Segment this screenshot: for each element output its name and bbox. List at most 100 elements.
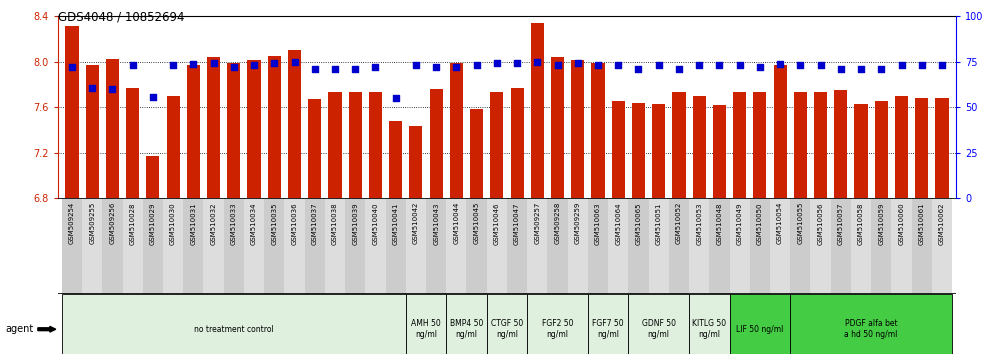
Bar bbox=[895, 96, 908, 198]
Bar bbox=[652, 104, 665, 198]
Bar bbox=[103, 198, 123, 294]
Bar bbox=[851, 198, 872, 294]
Point bbox=[144, 94, 160, 100]
Bar bbox=[446, 198, 466, 294]
Text: LIF 50 ng/ml: LIF 50 ng/ml bbox=[736, 325, 784, 334]
Text: GSM510064: GSM510064 bbox=[616, 202, 622, 245]
Bar bbox=[285, 198, 305, 294]
Point bbox=[469, 62, 485, 68]
Text: GSM510060: GSM510060 bbox=[898, 202, 904, 245]
Point bbox=[246, 62, 262, 68]
Point bbox=[348, 67, 364, 72]
Bar bbox=[349, 92, 362, 198]
Point bbox=[428, 64, 444, 70]
Text: GSM510058: GSM510058 bbox=[859, 202, 865, 245]
Text: GSM509256: GSM509256 bbox=[110, 202, 116, 245]
Bar bbox=[106, 59, 119, 198]
Bar bbox=[227, 63, 240, 198]
Bar bbox=[609, 198, 628, 294]
Bar bbox=[612, 101, 624, 198]
Bar bbox=[345, 198, 366, 294]
Text: GSM510031: GSM510031 bbox=[190, 202, 196, 245]
Point bbox=[387, 95, 403, 101]
Text: GSM510051: GSM510051 bbox=[655, 202, 661, 245]
Bar bbox=[588, 198, 609, 294]
Point bbox=[529, 59, 545, 64]
Bar bbox=[62, 198, 82, 294]
Point bbox=[671, 67, 687, 72]
Bar bbox=[62, 294, 405, 354]
Text: GSM510042: GSM510042 bbox=[413, 202, 419, 245]
Bar bbox=[207, 57, 220, 198]
Point bbox=[408, 62, 424, 68]
Text: FGF2 50
ng/ml: FGF2 50 ng/ml bbox=[542, 319, 574, 339]
Bar bbox=[713, 105, 726, 198]
Bar bbox=[874, 101, 887, 198]
Point bbox=[813, 62, 829, 68]
Bar bbox=[490, 92, 503, 198]
Text: GSM510059: GSM510059 bbox=[878, 202, 884, 245]
Point bbox=[509, 60, 525, 65]
Bar bbox=[855, 104, 868, 198]
Text: GSM510057: GSM510057 bbox=[838, 202, 844, 245]
Text: GSM510062: GSM510062 bbox=[939, 202, 945, 245]
Bar bbox=[672, 92, 685, 198]
Text: GSM510034: GSM510034 bbox=[251, 202, 257, 245]
Text: agent: agent bbox=[5, 324, 33, 334]
Text: no treatment control: no treatment control bbox=[194, 325, 274, 334]
Point bbox=[307, 67, 323, 72]
Bar bbox=[790, 198, 811, 294]
Bar bbox=[405, 294, 446, 354]
Point bbox=[327, 67, 343, 72]
Text: GSM510037: GSM510037 bbox=[312, 202, 318, 245]
Bar bbox=[487, 198, 507, 294]
Text: GSM510050: GSM510050 bbox=[757, 202, 763, 245]
Point bbox=[570, 60, 586, 65]
Bar bbox=[487, 294, 527, 354]
Point bbox=[124, 62, 140, 68]
Text: GSM509257: GSM509257 bbox=[534, 202, 540, 245]
Bar bbox=[835, 90, 848, 198]
Point bbox=[448, 64, 464, 70]
Bar bbox=[426, 198, 446, 294]
Bar bbox=[268, 56, 281, 198]
Bar bbox=[507, 198, 527, 294]
Bar bbox=[247, 61, 261, 198]
Point bbox=[893, 62, 909, 68]
Bar bbox=[203, 198, 224, 294]
Text: FGF7 50
ng/ml: FGF7 50 ng/ml bbox=[593, 319, 623, 339]
Bar bbox=[511, 88, 524, 198]
Bar bbox=[753, 92, 767, 198]
Bar bbox=[288, 50, 301, 198]
Bar bbox=[911, 198, 932, 294]
Point bbox=[793, 62, 809, 68]
Point bbox=[287, 59, 303, 64]
Point bbox=[934, 62, 950, 68]
Bar bbox=[385, 198, 405, 294]
Text: GSM510043: GSM510043 bbox=[433, 202, 439, 245]
Bar bbox=[305, 198, 325, 294]
Text: GSM510048: GSM510048 bbox=[716, 202, 722, 245]
Point bbox=[611, 62, 626, 68]
Point bbox=[85, 85, 101, 91]
Point bbox=[489, 60, 505, 65]
Bar bbox=[264, 198, 285, 294]
Bar bbox=[568, 198, 588, 294]
Point bbox=[913, 62, 929, 68]
Bar bbox=[163, 198, 183, 294]
Text: GSM510040: GSM510040 bbox=[373, 202, 378, 245]
Bar bbox=[692, 96, 706, 198]
Bar bbox=[409, 126, 422, 198]
Text: GSM510044: GSM510044 bbox=[453, 202, 459, 245]
Text: GSM510039: GSM510039 bbox=[353, 202, 359, 245]
Bar bbox=[531, 23, 544, 198]
Bar bbox=[811, 198, 831, 294]
Bar bbox=[466, 198, 487, 294]
Point bbox=[854, 67, 870, 72]
Text: GSM510038: GSM510038 bbox=[332, 202, 338, 245]
Point bbox=[205, 60, 221, 65]
Point bbox=[711, 62, 727, 68]
Point bbox=[873, 67, 889, 72]
Bar bbox=[450, 63, 463, 198]
Point bbox=[650, 62, 666, 68]
